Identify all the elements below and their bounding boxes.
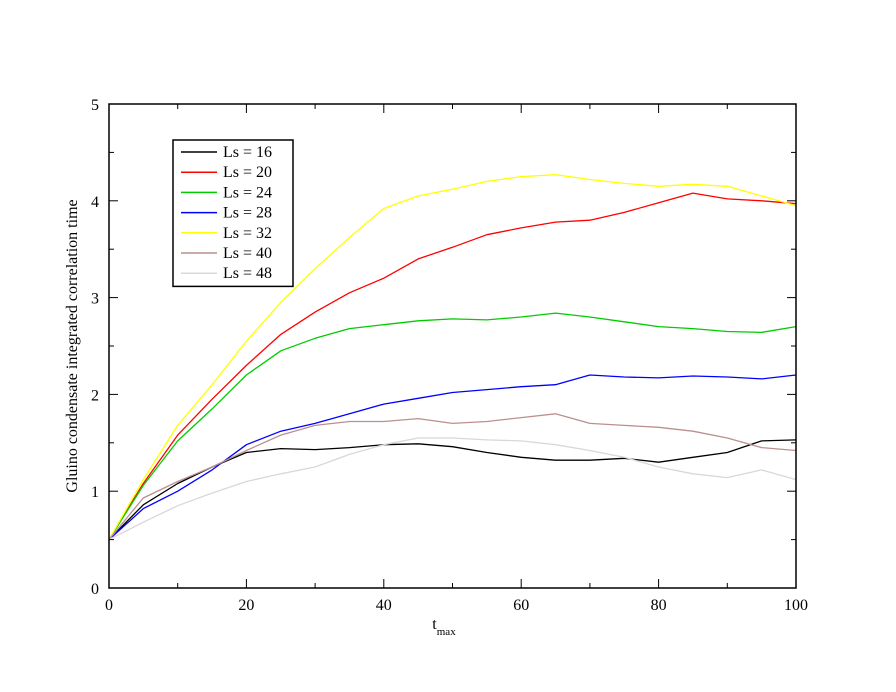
x-tick-label: 40 <box>376 597 392 614</box>
legend-label: Ls = 20 <box>223 164 272 181</box>
legend-label: Ls = 24 <box>223 184 272 201</box>
series-line-ls-24 <box>108 312 797 540</box>
series-line-ls-40 <box>108 413 797 541</box>
legend-label: Ls = 32 <box>223 225 272 242</box>
y-tick-label: 5 <box>91 97 99 114</box>
x-tick-label: 20 <box>238 597 254 614</box>
y-tick-label: 4 <box>91 194 99 211</box>
y-axis-title: Gluino condensate integrated correlation… <box>64 199 81 492</box>
legend-label: Ls = 48 <box>223 265 272 282</box>
x-tick-label: 100 <box>784 597 808 614</box>
legend: Ls = 16 Ls = 20 Ls = 24 Ls = 28 Ls = 32 Ls = … <box>172 139 294 288</box>
y-tick-label: 2 <box>91 387 99 404</box>
x-axis-title: tmax <box>432 616 456 638</box>
legend-label: Ls = 40 <box>223 245 272 262</box>
series-line-ls-48 <box>108 437 797 541</box>
series-line-ls-20 <box>108 192 797 540</box>
legend-label: Ls = 28 <box>223 205 272 222</box>
x-tick-label: 60 <box>513 597 529 614</box>
plot-lines <box>108 174 797 541</box>
legend-label: Ls = 16 <box>223 144 272 161</box>
x-tick-label: 80 <box>651 597 667 614</box>
x-tick-label: 0 <box>105 597 113 614</box>
y-tick-label: 0 <box>91 581 99 598</box>
axis-ticks <box>108 103 797 589</box>
x-axis-title-subscript: max <box>437 626 456 638</box>
series-line-ls-32 <box>108 174 797 540</box>
x-axis-title-main: t <box>432 616 437 633</box>
y-tick-label: 3 <box>91 291 99 308</box>
axis-tick-labels: 0 20 40 60 80 100 0 1 2 3 4 5 <box>91 97 808 614</box>
y-tick-label: 1 <box>91 484 99 501</box>
